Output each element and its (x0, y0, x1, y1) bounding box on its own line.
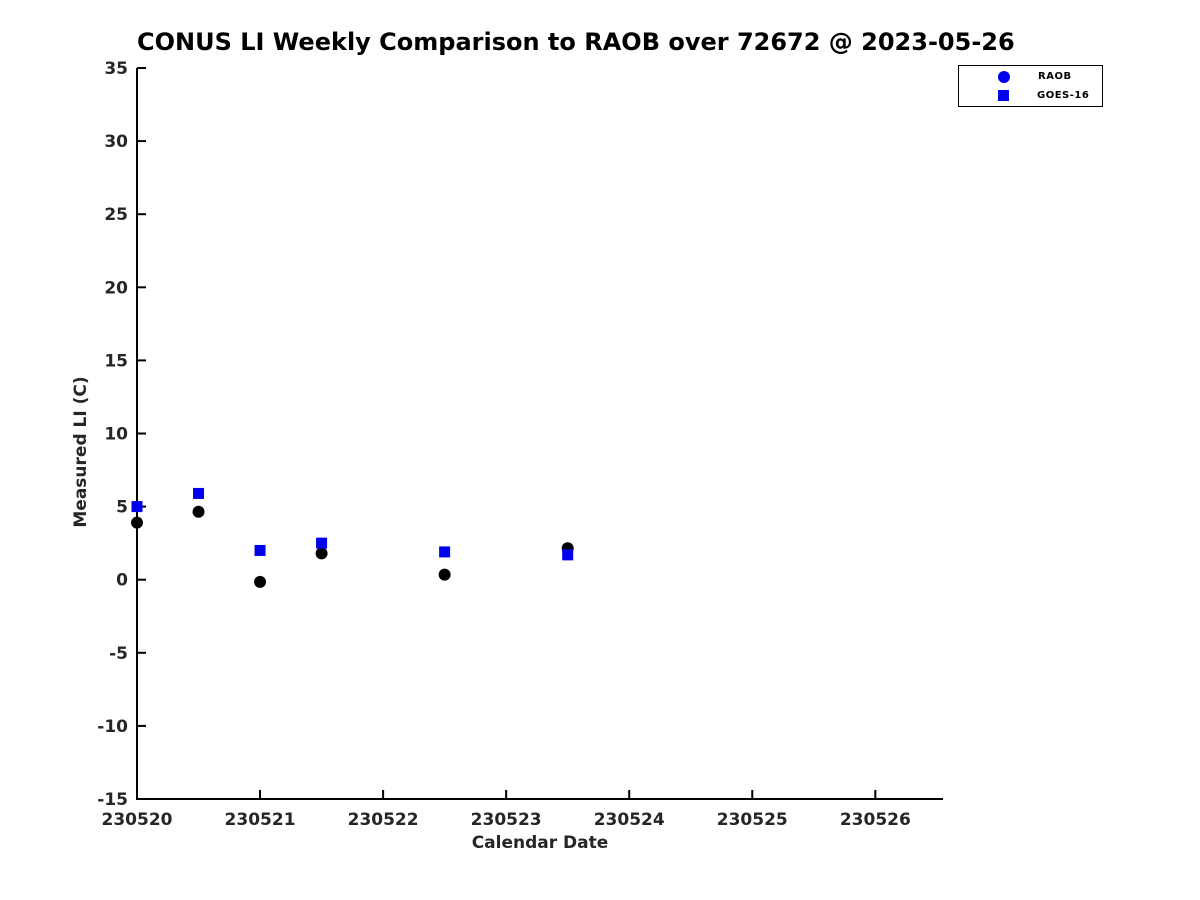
chart-title: CONUS LI Weekly Comparison to RAOB over … (137, 28, 1015, 56)
data-point-raob (254, 575, 267, 588)
x-tick-label: 230521 (225, 810, 296, 830)
y-tick-label: -10 (97, 717, 128, 737)
x-tick-label: 230526 (840, 810, 911, 830)
y-tick-label: 30 (104, 132, 128, 152)
data-point-goes-16 (316, 537, 328, 549)
x-tick-label: 230524 (594, 810, 665, 830)
legend-label-goes16: GOES-16 (1037, 89, 1090, 101)
data-point-goes-16 (193, 487, 205, 499)
x-tick-label: 230520 (102, 810, 173, 830)
y-tick-label: 35 (104, 59, 128, 79)
y-axis-label: Measured LI (C) (71, 376, 91, 527)
y-tick-label: 0 (116, 571, 128, 591)
x-tick-label: 230523 (471, 810, 542, 830)
x-tick-label: 230525 (717, 810, 788, 830)
legend-item-goes16: GOES-16 (959, 87, 1102, 103)
y-tick-label: -15 (97, 790, 128, 810)
x-tick-label: 230522 (348, 810, 419, 830)
raob-circle-marker-icon (998, 70, 1010, 83)
y-tick-label: 25 (104, 205, 128, 225)
y-tick-label: 10 (104, 425, 128, 445)
legend-item-raob: RAOB (959, 69, 1102, 85)
legend: RAOB GOES-16 (958, 65, 1103, 107)
y-tick-label: 20 (104, 278, 128, 298)
legend-label-raob: RAOB (1038, 71, 1072, 83)
x-axis-label: Calendar Date (472, 833, 609, 853)
goes16-square-marker-icon (998, 89, 1009, 101)
data-point-raob (315, 547, 328, 560)
y-tick-label: -5 (109, 644, 128, 664)
data-point-raob (131, 516, 143, 529)
data-point-goes-16 (439, 546, 451, 558)
data-point-goes-16 (131, 501, 143, 513)
data-point-goes-16 (562, 549, 574, 561)
data-point-raob (438, 568, 451, 581)
y-tick-label: 15 (104, 351, 128, 371)
data-point-goes-16 (254, 544, 266, 556)
y-tick-label: 5 (116, 498, 128, 518)
data-point-raob (192, 505, 205, 518)
